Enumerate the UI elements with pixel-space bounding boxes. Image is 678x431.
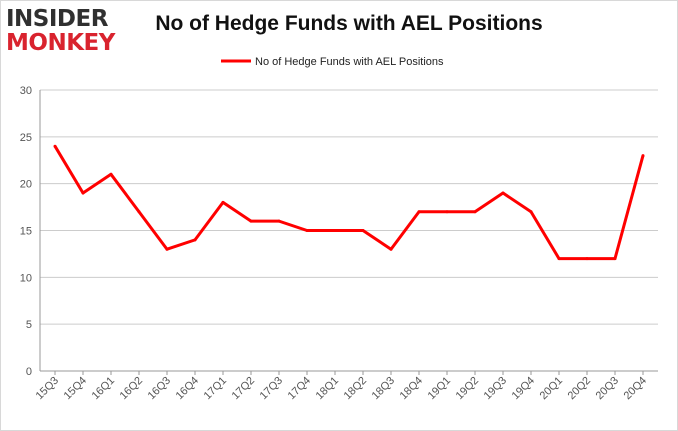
legend: No of Hedge Funds with AEL Positions bbox=[221, 56, 444, 68]
data-point bbox=[501, 191, 505, 195]
data-point bbox=[529, 210, 533, 214]
axes bbox=[39, 90, 658, 372]
x-tick-label: 18Q2 bbox=[342, 375, 370, 403]
data-point bbox=[221, 200, 225, 204]
y-tick-label: 5 bbox=[26, 319, 32, 331]
data-point bbox=[473, 210, 477, 214]
x-tick-label: 19Q3 bbox=[482, 375, 510, 403]
x-tick-label: 16Q2 bbox=[118, 375, 146, 403]
y-tick-label: 0 bbox=[26, 366, 32, 378]
x-tick-label: 20Q3 bbox=[594, 375, 622, 403]
x-tick-label: 15Q4 bbox=[62, 375, 90, 403]
x-tick-label: 19Q2 bbox=[454, 375, 482, 403]
x-tick-label: 20Q4 bbox=[622, 375, 650, 403]
y-tick-label: 10 bbox=[20, 272, 32, 284]
logo-line-1: INSIDER bbox=[6, 6, 108, 32]
y-tick-label: 30 bbox=[20, 85, 32, 97]
x-tick-label: 20Q1 bbox=[538, 375, 566, 403]
data-point bbox=[389, 247, 393, 251]
x-tick-label: 17Q3 bbox=[258, 375, 286, 403]
x-axis-ticks: 15Q3 15Q4 16Q1 16Q2 16Q3 16Q4 17Q1 17Q2 17Q3 17Q4… bbox=[34, 371, 650, 403]
y-tick-label: 20 bbox=[20, 179, 32, 191]
data-point bbox=[305, 229, 309, 232]
series-line bbox=[53, 145, 645, 261]
x-tick-label: 18Q4 bbox=[398, 375, 426, 403]
legend-label: No of Hedge Funds with AEL Positions bbox=[255, 56, 444, 68]
series-lines bbox=[53, 144, 645, 261]
data-point bbox=[445, 210, 449, 214]
data-point bbox=[557, 257, 561, 261]
data-point bbox=[109, 172, 113, 176]
x-tick-label: 17Q4 bbox=[286, 375, 314, 403]
x-tick-label: 17Q1 bbox=[202, 375, 230, 403]
data-point bbox=[417, 210, 421, 214]
insider-monkey-logo: INSIDER MONKEY bbox=[6, 6, 128, 56]
x-tick-label: 19Q1 bbox=[426, 375, 454, 403]
data-point bbox=[361, 229, 365, 232]
y-axis-ticks: 0 5 10 15 20 25 30 bbox=[20, 85, 32, 378]
data-point bbox=[641, 154, 645, 158]
x-tick-label: 19Q4 bbox=[510, 375, 538, 403]
x-tick-label: 18Q3 bbox=[370, 375, 398, 403]
data-point bbox=[613, 257, 617, 261]
x-tick-label: 18Q1 bbox=[314, 375, 342, 403]
data-point bbox=[81, 191, 85, 195]
data-point bbox=[333, 229, 337, 232]
data-point bbox=[249, 219, 253, 223]
data-point bbox=[137, 210, 141, 214]
data-point bbox=[585, 257, 589, 261]
data-point bbox=[277, 219, 281, 223]
x-tick-label: 16Q1 bbox=[90, 375, 118, 403]
data-point bbox=[165, 247, 169, 251]
y-tick-label: 25 bbox=[20, 132, 32, 144]
x-tick-label: 15Q3 bbox=[34, 375, 62, 403]
x-tick-label: 17Q2 bbox=[230, 375, 258, 403]
data-point bbox=[193, 238, 197, 242]
y-tick-label: 15 bbox=[20, 226, 32, 238]
logo-line-2: MONKEY bbox=[6, 30, 115, 56]
chart-title: No of Hedge Funds with AEL Positions bbox=[155, 12, 543, 35]
x-tick-label: 16Q3 bbox=[146, 375, 174, 403]
data-point bbox=[53, 144, 57, 148]
x-tick-label: 16Q4 bbox=[174, 375, 202, 403]
x-tick-label: 20Q2 bbox=[566, 375, 594, 403]
